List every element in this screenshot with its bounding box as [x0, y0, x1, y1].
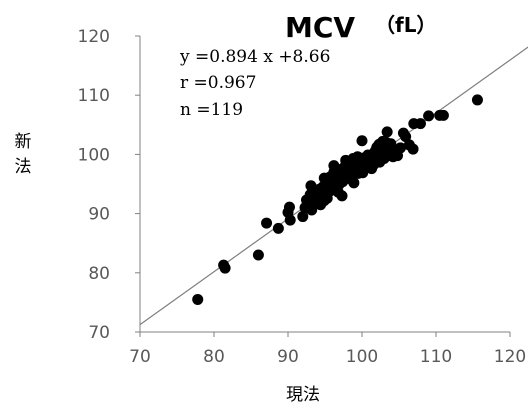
data-point: [394, 142, 406, 154]
data-point: [423, 110, 435, 122]
data-point: [318, 172, 330, 184]
data-points: [192, 94, 483, 305]
data-point: [366, 163, 378, 175]
x-axis-ticks: 70 80 90 100 110 120: [129, 332, 526, 367]
data-point: [340, 154, 352, 166]
data-point: [297, 211, 309, 223]
data-point: [192, 293, 204, 305]
x-axis-label: 現法: [286, 385, 320, 405]
chart-title-unit: （fL）: [375, 13, 436, 37]
x-tick-label: 90: [277, 347, 299, 367]
y-axis-label-group: 新 法: [15, 132, 32, 177]
y-tick-label: 120: [78, 27, 110, 47]
y-tick-label: 110: [78, 86, 110, 106]
y-axis-label-char-1: 新: [15, 132, 32, 152]
data-point: [305, 180, 317, 192]
correlation-coefficient: r =0.967: [180, 73, 256, 93]
data-point: [381, 126, 393, 138]
plot-frame: [139, 36, 510, 333]
data-point: [284, 214, 296, 226]
y-tick-label: 80: [88, 264, 110, 284]
data-point: [414, 118, 426, 130]
chart-title: MCV: [285, 11, 355, 44]
data-point: [219, 262, 231, 274]
data-point: [261, 217, 273, 229]
data-point: [400, 131, 412, 143]
data-point: [407, 143, 419, 155]
sample-count: n =119: [180, 100, 243, 120]
y-tick-label: 100: [78, 145, 110, 165]
x-tick-label: 120: [494, 347, 526, 367]
x-tick-label: 100: [346, 347, 378, 367]
regression-equation: y =0.894 x +8.66: [179, 47, 330, 67]
y-axis-label-char-2: 法: [15, 157, 32, 177]
data-point: [437, 109, 449, 121]
data-point: [348, 177, 360, 189]
x-tick-label: 80: [203, 347, 225, 367]
x-tick-label: 70: [129, 347, 151, 367]
data-point: [356, 135, 368, 147]
data-point: [336, 190, 348, 202]
data-point: [252, 249, 264, 261]
x-tick-label: 110: [420, 347, 452, 367]
y-tick-label: 70: [88, 323, 110, 343]
data-point: [471, 94, 483, 106]
data-point: [272, 222, 284, 234]
y-axis-ticks: 70 80 90 100 110 120: [78, 27, 140, 343]
data-point: [283, 201, 295, 213]
y-tick-label: 90: [88, 205, 110, 225]
data-point: [328, 160, 340, 172]
